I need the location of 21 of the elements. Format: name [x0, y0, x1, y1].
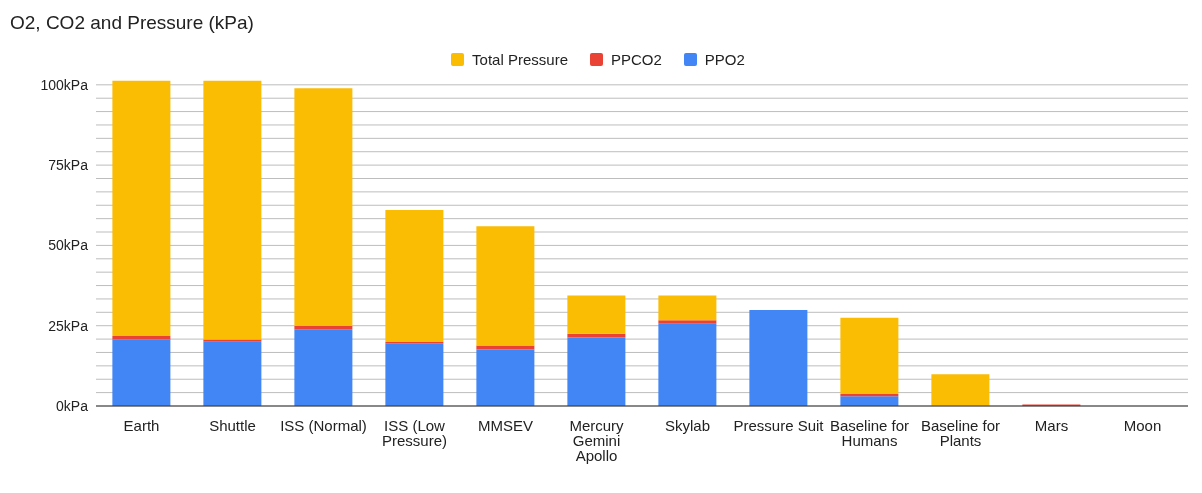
x-tick-label: Mars: [1034, 416, 1069, 434]
y-tick-label: 75kPa: [48, 157, 89, 174]
x-tick-label: Pressure Suit: [733, 416, 825, 434]
x-tick-label: Baseline for Humans: [829, 416, 910, 449]
x-tick-label: Moon: [1123, 416, 1162, 434]
x-tick-label: Mercury Gemini Apollo: [569, 416, 625, 464]
x-tick-label: Baseline for Plants: [920, 416, 1001, 449]
chart-title: O2, CO2 and Pressure (kPa): [9, 11, 255, 35]
x-tick-label: Skylab: [664, 416, 711, 434]
legend-label: PPCO2: [610, 51, 662, 68]
x-tick-label: Earth: [123, 416, 160, 434]
x-tick-label: ISS (Low Pressure): [381, 416, 448, 449]
x-tick-label: Shuttle: [209, 416, 256, 434]
y-tick-label: 50kPa: [48, 237, 89, 254]
legend-label: PPO2: [703, 51, 745, 68]
y-tick-label: 25kPa: [48, 317, 89, 334]
y-tick-label: 0kPa: [56, 397, 89, 414]
x-tick-label: MMSEV: [477, 416, 534, 434]
y-tick-label: 100kPa: [40, 76, 89, 93]
x-tick-label: ISS (Normal): [280, 416, 367, 434]
legend-label: Total Pressure: [471, 51, 568, 68]
